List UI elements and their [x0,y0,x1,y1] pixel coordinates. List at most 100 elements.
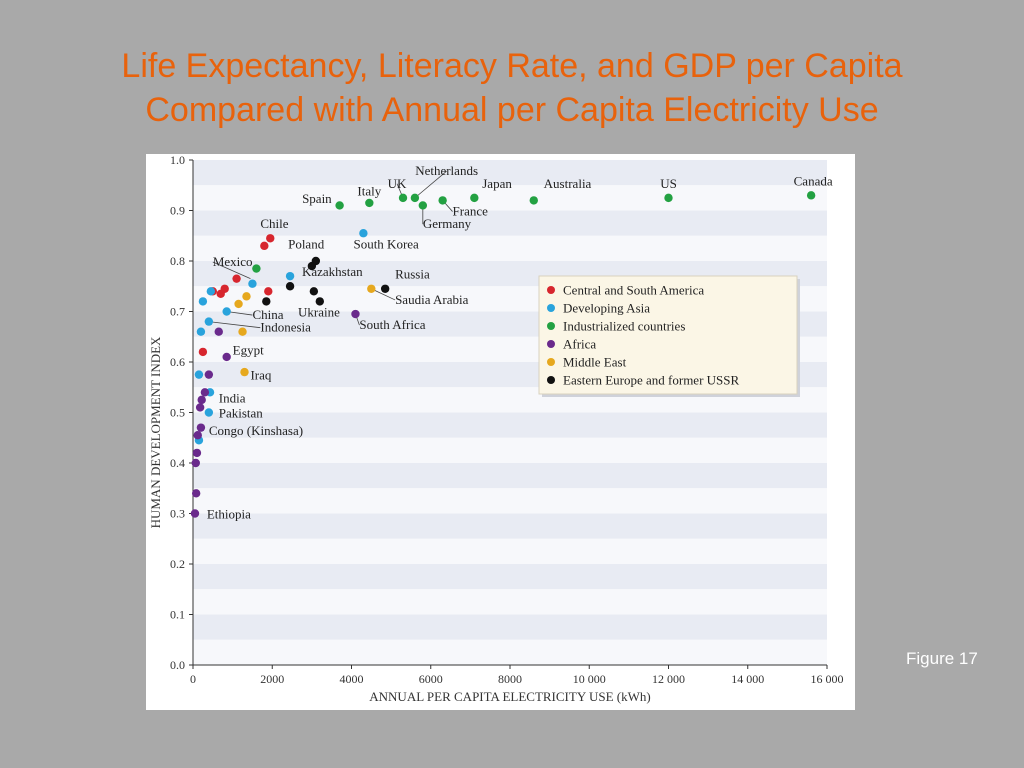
y-tick-label: 0.1 [170,608,185,622]
data-point [191,489,201,498]
point-label: India [219,390,246,405]
point-label: Congo (Kinshasa) [209,423,303,438]
chart-frame: 0.0 0.1 0.2 0.3 0.4 0.5 0.6 0.7 0.8 0.9 1.0 0 2000 40… [146,153,855,710]
data-point [192,448,202,458]
point-label: Australia [544,176,592,191]
data-point [204,370,214,379]
data-point [198,347,208,357]
grid-band [193,564,827,590]
data-point [380,284,390,293]
grid-band [193,589,827,615]
data-point [191,458,200,468]
chart-legend: Central and South America Developing Asia… [538,275,800,397]
data-point [262,297,271,306]
data-point [309,287,319,296]
x-tick-label: 12 000 [652,672,685,686]
legend-entry: Africa [563,337,596,352]
data-point [285,271,295,281]
scatter-chart: 0.0 0.1 0.2 0.3 0.4 0.5 0.6 0.7 0.8 0.9 1.0 0 2000 40… [148,153,844,704]
label-leader-line [226,311,253,316]
data-point [359,229,368,238]
point-label: Spain [302,191,332,206]
point-label: Japan [482,176,512,191]
x-tick-label: 8000 [498,672,522,686]
data-point [193,431,202,440]
legend-entry: Middle East [563,355,627,370]
grid-band [193,538,827,564]
point-label: South Africa [359,317,425,332]
data-point [315,297,324,306]
point-label: South Korea [353,236,419,251]
legend-entry: Central and South America [563,283,704,298]
point-label: Netherlands [415,163,478,178]
point-label: Iraq [250,368,271,383]
data-point [252,264,261,273]
legend-entry: Eastern Europe and former USSR [563,373,740,388]
x-tick-label: 2000 [260,672,284,686]
point-label: Pakistan [219,406,264,421]
data-point [470,193,479,203]
point-label: Germany [423,216,472,231]
label-leader-line [208,321,261,329]
legend-marker [547,376,555,384]
x-tick-label: 14 000 [731,672,764,686]
legend-entry: Industrialized countries [563,319,685,334]
slide-title-line-2: Compared with Annual per Capita Electric… [145,91,879,129]
point-label: Russia [395,267,430,282]
y-axis-label: HUMAN DEVELOPMENT INDEX [148,336,163,528]
slide-title: Life Expectancy, Literacy Rate, and GDP … [0,44,1024,132]
y-tick-label: 0.8 [170,254,185,268]
grid-band [193,488,827,514]
y-tick-label: 1.0 [170,154,185,167]
data-point [351,309,360,319]
point-label: Mexico [213,254,253,269]
x-axis-label: ANNUAL PER CAPITA ELECTRICITY USE (kWh) [369,689,650,704]
grid-band [193,437,827,463]
grid-band [193,614,827,640]
data-point [307,261,317,271]
point-label: Ethiopia [207,507,251,522]
data-point [238,327,247,336]
y-tick-label: 0.5 [170,406,185,420]
data-points [190,191,816,518]
grid-band [193,235,827,261]
y-tick-label: 0.3 [170,507,185,521]
data-point [232,274,241,283]
label-leader-line [414,170,447,199]
grid-band [193,463,827,489]
figure-label: Figure 17 [906,649,978,668]
x-tick-label: 16 000 [811,672,844,686]
data-point [365,198,374,208]
point-label: Saudia Arabia [395,292,469,307]
point-labels: Netherlands UK Italy Spain Japan Australia US C… [207,163,833,521]
data-point [198,297,208,306]
x-tick-label: 10 000 [573,672,606,686]
data-point [196,327,206,336]
data-point [335,201,344,210]
data-point [194,370,204,379]
data-point [214,327,223,336]
chart-axes: 0.0 0.1 0.2 0.3 0.4 0.5 0.6 0.7 0.8 0.9 1.0 0 2000 40… [148,153,844,704]
point-label: Kazakhstan [302,264,363,279]
grid-band [193,513,827,539]
data-point [529,196,538,205]
point-label: Ukraine [298,305,340,320]
data-point [248,279,257,288]
data-point [806,191,816,200]
data-point [204,408,214,417]
data-point [216,289,225,299]
x-tick-label: 0 [190,672,196,686]
data-point [410,193,420,203]
legend-entry: Developing Asia [563,301,650,316]
data-point [285,282,295,291]
data-point [240,367,249,377]
slide-title-line-1: Life Expectancy, Literacy Rate, and GDP … [121,47,903,85]
point-label: France [453,204,489,219]
data-point [398,193,408,203]
data-point [664,193,673,203]
grid-band [193,185,827,211]
y-tick-label: 0.9 [170,204,185,218]
x-tick-label: 6000 [419,672,443,686]
grid-band [193,210,827,236]
point-label: Chile [260,216,288,231]
